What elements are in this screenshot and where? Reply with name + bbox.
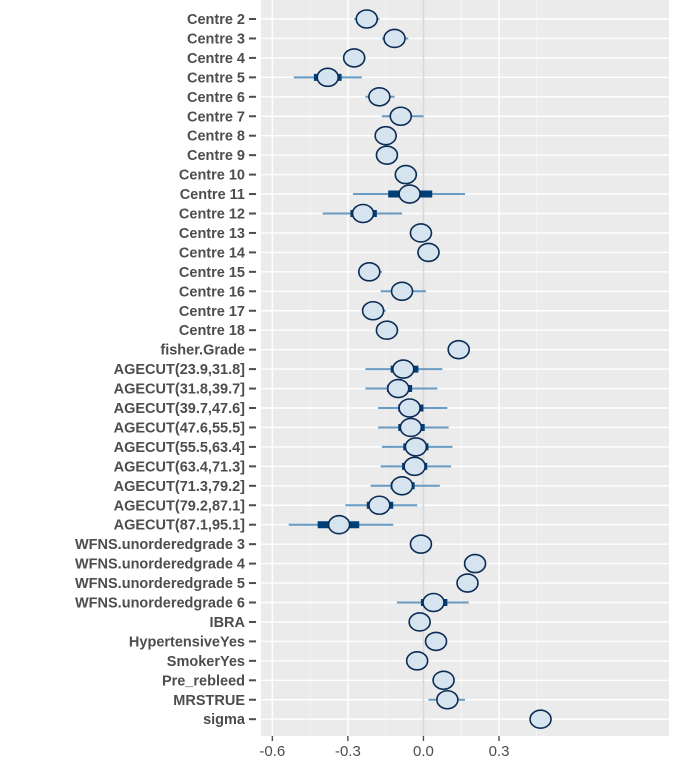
x-axis-tick-label: -0.6 bbox=[259, 743, 285, 760]
y-axis-label: AGECUT(55.5,63.4] bbox=[114, 440, 246, 456]
plot-panel bbox=[261, 0, 669, 736]
point-estimate bbox=[368, 87, 391, 107]
x-axis-tick-label: -0.3 bbox=[335, 743, 361, 760]
point-estimate bbox=[403, 456, 426, 477]
point-estimate bbox=[375, 320, 399, 341]
point-estimate bbox=[389, 106, 413, 127]
y-axis-label: Centre 8 bbox=[187, 129, 245, 145]
point-estimate bbox=[327, 514, 351, 535]
point-estimate bbox=[405, 651, 429, 671]
point-estimate bbox=[409, 534, 433, 554]
y-axis-label: Centre 13 bbox=[179, 226, 245, 242]
y-axis-label: Centre 18 bbox=[179, 323, 245, 339]
point-estimate bbox=[368, 495, 391, 516]
point-estimates bbox=[316, 9, 552, 730]
point-estimate bbox=[463, 553, 487, 574]
y-axis-label: SmokerYes bbox=[167, 654, 245, 670]
point-estimate bbox=[390, 475, 414, 496]
y-axis-label: Pre_rebleed bbox=[162, 673, 245, 689]
y-axis-label: Centre 10 bbox=[179, 168, 245, 184]
y-axis-label: Centre 14 bbox=[179, 245, 245, 261]
y-axis-label: WFNS.unorderedgrade 6 bbox=[75, 596, 245, 612]
point-estimate bbox=[456, 573, 479, 593]
y-axis-label: Centre 3 bbox=[187, 31, 245, 47]
point-estimate bbox=[399, 417, 423, 438]
y-axis-label: Centre 5 bbox=[187, 70, 245, 86]
point-estimate bbox=[390, 281, 414, 302]
y-axis-label: Centre 9 bbox=[187, 148, 245, 164]
y-axis-label: fisher.Grade bbox=[160, 343, 245, 359]
point-estimate bbox=[357, 262, 381, 282]
point-estimate bbox=[408, 612, 431, 632]
point-estimate bbox=[316, 67, 340, 88]
y-axis-label: MRSTRUE bbox=[173, 693, 245, 709]
point-estimate bbox=[436, 689, 459, 710]
point-estimate bbox=[394, 164, 418, 185]
y-axis-label: AGECUT(87.1,95.1] bbox=[114, 518, 246, 534]
y-axis-label: AGECUT(79.2,87.1] bbox=[114, 498, 246, 514]
point-estimate bbox=[447, 339, 471, 360]
point-estimate bbox=[391, 359, 415, 379]
y-axis-label: sigma bbox=[203, 712, 246, 728]
y-axis-label: Centre 2 bbox=[187, 12, 245, 28]
point-estimate bbox=[383, 28, 406, 49]
point-estimate bbox=[417, 242, 440, 263]
point-estimate bbox=[422, 592, 445, 613]
y-axis-label: Centre 4 bbox=[187, 51, 245, 67]
y-axis-label: AGECUT(71.3,79.2] bbox=[114, 479, 246, 495]
y-axis-label: AGECUT(63.4,71.3] bbox=[114, 459, 246, 475]
point-estimate bbox=[351, 203, 375, 224]
point-estimate bbox=[409, 223, 433, 243]
point-estimate bbox=[398, 398, 421, 418]
y-axis-label: AGECUT(23.9,31.8] bbox=[114, 362, 246, 378]
y-axis-label: Centre 11 bbox=[180, 187, 245, 203]
point-estimate bbox=[342, 48, 366, 68]
y-axis-label: WFNS.unorderedgrade 5 bbox=[75, 576, 245, 592]
point-estimate bbox=[361, 300, 385, 321]
point-estimate bbox=[375, 145, 399, 165]
y-axis-label: WFNS.unorderedgrade 3 bbox=[75, 537, 245, 553]
point-estimate bbox=[398, 184, 421, 204]
x-axis: -0.6 -0.3 0.0 0.3 bbox=[259, 736, 509, 760]
y-axis-label: Centre 15 bbox=[179, 265, 245, 281]
y-axis-label: Centre 16 bbox=[179, 284, 245, 300]
point-estimate bbox=[374, 125, 397, 146]
point-estimate bbox=[404, 437, 428, 457]
y-axis-label: IBRA bbox=[210, 615, 246, 631]
y-axis-labels: Centre 2 Centre 3 Centre 4 Centre 5 Centre 6… bbox=[75, 12, 256, 728]
x-axis-tick-label: 0.3 bbox=[489, 743, 510, 760]
y-axis-label: Centre 6 bbox=[187, 90, 245, 106]
point-estimate bbox=[386, 378, 410, 399]
x-axis-tick-label: 0.0 bbox=[413, 743, 434, 760]
y-axis-label: WFNS.unorderedgrade 4 bbox=[75, 557, 245, 573]
point-estimate bbox=[529, 709, 552, 730]
point-estimate bbox=[424, 631, 448, 652]
y-axis-label: Centre 17 bbox=[179, 304, 245, 320]
y-axis-label: AGECUT(39.7,47.6] bbox=[114, 401, 246, 417]
y-axis-label: HypertensiveYes bbox=[129, 634, 245, 650]
y-axis-label: AGECUT(31.8,39.7] bbox=[114, 382, 246, 398]
y-axis-label: AGECUT(47.6,55.5] bbox=[114, 420, 246, 436]
y-axis-label: Centre 7 bbox=[187, 109, 245, 125]
y-axis-label: Centre 12 bbox=[179, 207, 245, 223]
point-estimate bbox=[355, 9, 379, 29]
point-estimate bbox=[432, 670, 455, 691]
